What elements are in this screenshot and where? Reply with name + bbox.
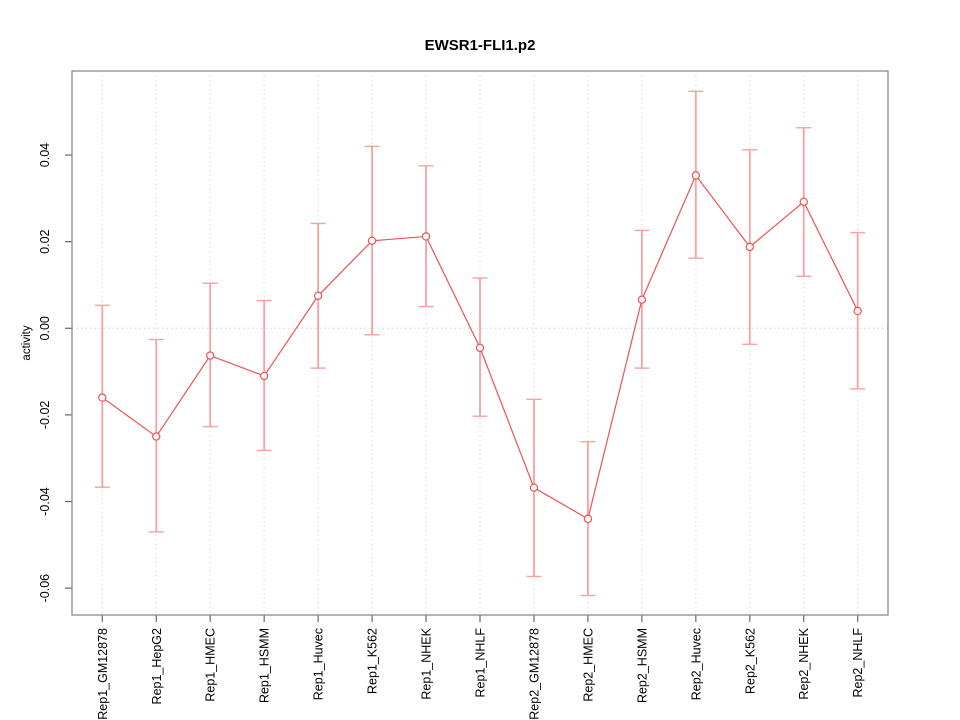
- data-point: [367, 236, 377, 245]
- data-point: [799, 197, 808, 207]
- x-tick-label: Rep2_HMEC: [581, 628, 595, 702]
- y-tick-label: -0.04: [38, 487, 52, 516]
- x-tick-label: Rep2_NHEK: [797, 627, 811, 699]
- data-point: [853, 306, 862, 316]
- data-point: [529, 483, 539, 492]
- x-tick-label: Rep2_HSMM: [635, 628, 649, 703]
- x-tick-label: Rep1_HepG2: [150, 628, 164, 704]
- y-tick-label: 0.00: [38, 316, 52, 340]
- x-tick-label: Rep2_K562: [743, 628, 757, 694]
- x-tick-label: Rep2_Huvec: [689, 628, 703, 700]
- data-point: [745, 242, 754, 252]
- x-tick-label: Rep1_K562: [366, 628, 380, 694]
- y-tick-label: 0.02: [38, 229, 52, 253]
- y-tick-label: 0.04: [38, 143, 52, 167]
- x-tick-label: Rep1_GM12878: [96, 628, 110, 720]
- y-tick-label: -0.06: [38, 574, 52, 603]
- chart-title: EWSR1-FLI1.p2: [425, 37, 536, 54]
- data-point: [475, 343, 485, 352]
- x-tick-label: Rep1_Huvec: [312, 628, 326, 700]
- data-point: [691, 171, 701, 180]
- data-point: [152, 432, 161, 441]
- data-point: [206, 351, 215, 360]
- x-tick-label: Rep2_NHLF: [851, 628, 865, 698]
- y-axis-title: activity: [21, 325, 33, 360]
- x-tick-label: Rep2_GM12878: [527, 628, 541, 720]
- y-tick-label: -0.02: [38, 401, 52, 430]
- x-tick-label: Rep1_HSMM: [258, 628, 272, 703]
- data-point: [259, 371, 269, 381]
- x-tick-label: Rep1_NHLF: [474, 628, 488, 698]
- data-point: [583, 514, 593, 524]
- x-tick-label: Rep1_NHEK: [420, 627, 434, 699]
- x-tick-label: Rep1_HMEC: [204, 628, 218, 702]
- data-point: [421, 232, 431, 241]
- data-point: [637, 295, 647, 304]
- plot-border: [71, 70, 889, 616]
- data-point: [98, 393, 107, 402]
- data-point: [313, 291, 323, 300]
